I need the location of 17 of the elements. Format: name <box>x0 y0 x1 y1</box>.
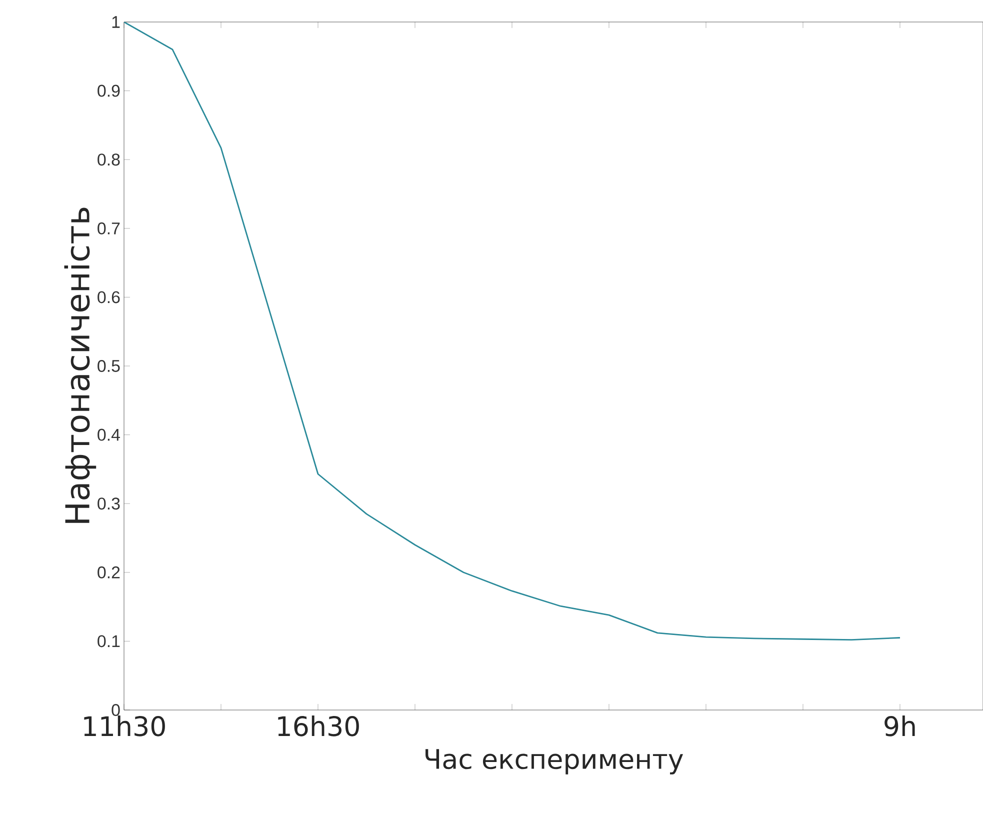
y-tick-label: 0.8 <box>98 154 120 166</box>
y-tick-label: 0.7 <box>98 222 120 234</box>
y-tick-label: 0.4 <box>98 428 120 441</box>
y-tick-label: 0.2 <box>98 566 120 578</box>
x-tick-label: 9h <box>884 716 915 736</box>
y-tick-label: 1 <box>112 16 120 28</box>
x-axis-title: Час експерименту <box>426 749 683 774</box>
y-tick-label: 0.9 <box>98 84 120 97</box>
y-tick-label: 0.1 <box>98 635 120 648</box>
y-axis-title: Нафтонасиченість <box>64 208 96 523</box>
x-tick-label: 11h30 <box>84 716 165 736</box>
line-series <box>124 22 901 641</box>
y-tick-label: 0.3 <box>98 498 120 510</box>
y-tick-label: 0 <box>112 704 120 716</box>
y-tick-label: 0.5 <box>98 360 120 372</box>
x-tick-label: 16h30 <box>278 716 359 736</box>
y-tick-label: 0.6 <box>98 291 120 304</box>
